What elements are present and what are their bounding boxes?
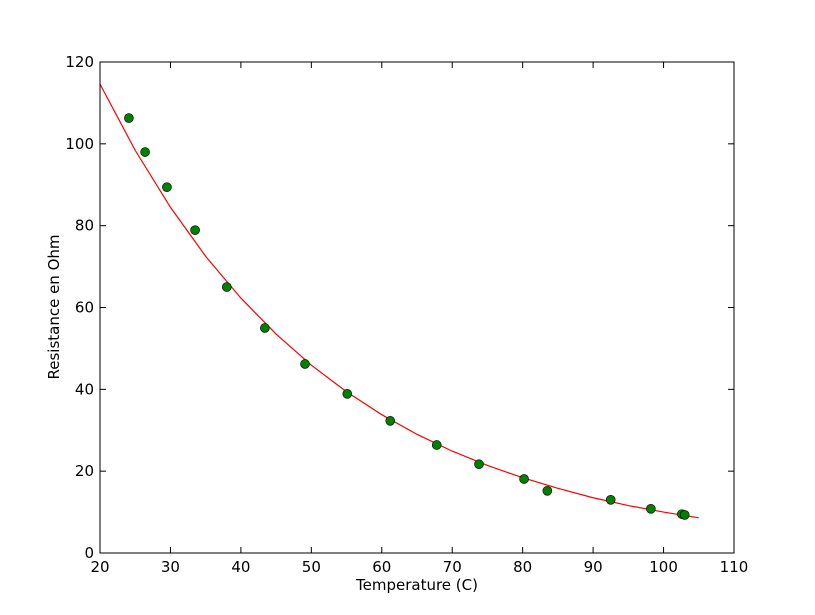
data-point — [124, 113, 134, 123]
y-tick-label: 0 — [84, 544, 94, 562]
y-tick-label: 120 — [65, 53, 94, 71]
data-point — [342, 389, 353, 399]
data-point — [300, 359, 310, 369]
y-tick-label: 20 — [75, 462, 94, 480]
x-tick-label: 50 — [302, 558, 321, 576]
data-point — [519, 474, 529, 484]
x-tick-label: 100 — [649, 558, 678, 576]
data-point — [542, 486, 553, 496]
data-point — [260, 323, 270, 333]
x-axis-label: Temperature (C) — [355, 576, 478, 594]
data-point — [140, 147, 150, 157]
x-tick-label: 60 — [372, 558, 391, 576]
data-point — [385, 416, 396, 426]
data-point — [431, 440, 442, 450]
plot-frame — [99, 61, 735, 554]
fit-line — [99, 83, 699, 519]
y-tick-label: 100 — [65, 135, 94, 153]
x-tick-label: 90 — [584, 558, 603, 576]
y-tick-label: 80 — [75, 217, 94, 235]
y-tick-label: 40 — [75, 380, 94, 398]
data-point — [605, 495, 616, 505]
data-point — [679, 510, 690, 520]
data-point — [190, 225, 200, 235]
x-tick-label: 70 — [443, 558, 462, 576]
x-tick-label: 110 — [720, 558, 749, 576]
x-tick-label: 20 — [90, 558, 109, 576]
data-point — [162, 182, 172, 193]
data-point — [474, 459, 484, 470]
data-point — [222, 282, 232, 292]
x-tick-label: 40 — [231, 558, 250, 576]
x-tick-label: 30 — [161, 558, 180, 576]
y-tick-label: 60 — [75, 299, 94, 317]
data-point — [646, 504, 656, 514]
y-axis-label: Resistance en Ohm — [45, 234, 63, 379]
x-tick-label: 80 — [513, 558, 532, 576]
